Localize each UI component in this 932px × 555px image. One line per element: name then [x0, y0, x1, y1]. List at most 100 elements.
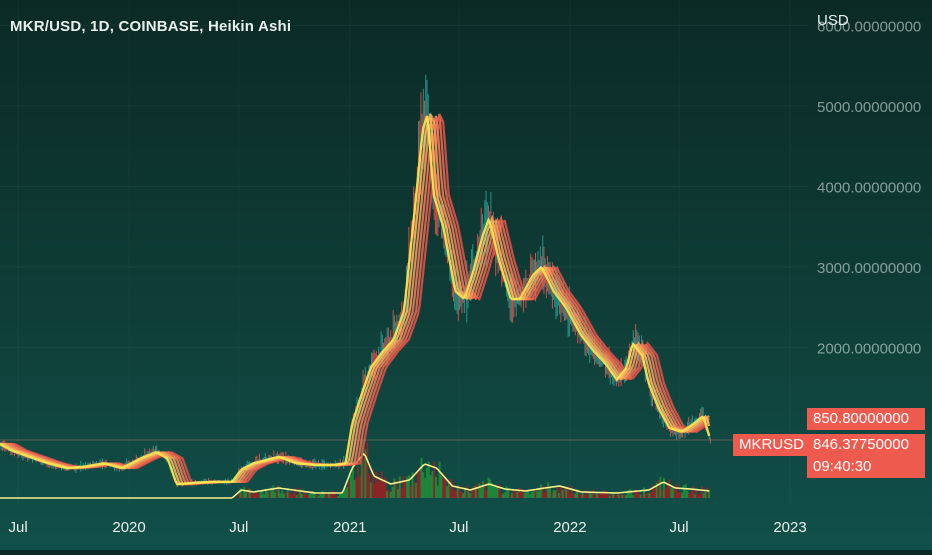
volume-bar	[568, 492, 571, 498]
volume-bar	[387, 489, 390, 498]
volume-bar	[460, 491, 463, 498]
volume-bar	[393, 478, 396, 498]
volume-bar	[686, 490, 689, 498]
volume-bar	[507, 489, 510, 498]
volume-bar	[521, 489, 524, 498]
volume-bar	[369, 482, 372, 498]
y-tick-label: 5000.00000000	[817, 99, 921, 116]
volume-bar	[516, 491, 519, 498]
volume-bar	[476, 483, 479, 498]
ma-ribbon	[0, 113, 711, 486]
volume-bar	[330, 491, 333, 498]
volume-bar	[474, 486, 477, 498]
symbol-tag[interactable]: MKRUSD	[733, 434, 811, 456]
volume-bar	[585, 489, 588, 498]
volume-bar	[313, 493, 316, 498]
volume-bar	[259, 491, 262, 498]
volume-bar	[662, 477, 665, 498]
volume-bar	[520, 492, 523, 498]
volume-bar	[380, 471, 383, 498]
volume-bar	[514, 489, 517, 498]
volume-bar	[615, 491, 618, 498]
volume-bar	[304, 491, 307, 498]
volume-bar	[391, 487, 394, 498]
volume-bar	[250, 492, 253, 498]
volume-bar	[268, 491, 271, 498]
volume-bar	[700, 486, 703, 498]
volume-bar	[349, 475, 352, 498]
volume-bar	[623, 494, 626, 498]
volume-bar	[297, 487, 300, 498]
volume-bar	[340, 493, 343, 498]
volume-bar	[699, 494, 702, 498]
volume-bar	[389, 491, 392, 498]
volume-bar	[243, 486, 246, 498]
volume-bar	[360, 439, 363, 498]
volume-bar	[319, 493, 322, 498]
volume-bar	[556, 485, 559, 498]
volume-bar	[581, 492, 584, 498]
volume-bar	[344, 488, 347, 498]
volume-bar	[603, 490, 606, 498]
volume-bar	[500, 492, 503, 498]
volume-bar	[333, 491, 336, 498]
volume-bar	[328, 492, 331, 498]
volume-bar	[453, 491, 456, 498]
volume-bar	[576, 489, 579, 498]
volume-bar	[397, 489, 400, 498]
volume-bar	[610, 493, 613, 498]
volume-bar	[273, 492, 276, 498]
volume-bar	[429, 475, 432, 498]
x-tick-label: Jul	[229, 519, 248, 536]
y-tick-label: 4000.00000000	[817, 179, 921, 196]
volume-bar	[688, 493, 691, 498]
volume-bar	[386, 491, 389, 498]
volume-bar	[252, 494, 255, 498]
volume-bar	[471, 487, 474, 498]
volume-bar	[353, 480, 356, 498]
volume-bar	[583, 494, 586, 498]
volume-bar	[310, 491, 313, 498]
volume-bar	[487, 477, 490, 498]
grid-lines	[0, 0, 808, 505]
volume-bar	[550, 491, 553, 498]
volume-bar	[377, 480, 380, 498]
volume-bar	[558, 492, 561, 498]
volume-bar	[241, 494, 244, 498]
volume-bar	[643, 487, 646, 498]
volume-bar	[362, 457, 365, 498]
volume-bar	[483, 482, 486, 498]
volume-bar	[621, 495, 624, 498]
volume-bar	[639, 494, 642, 498]
volume-bar	[588, 492, 591, 498]
volume-bar	[478, 483, 481, 498]
volume-bar	[295, 494, 298, 498]
volume-bar	[415, 483, 418, 498]
volume-bar	[299, 489, 302, 498]
volume-bar	[541, 485, 544, 498]
volume-bar	[378, 476, 381, 498]
volume-bar	[473, 485, 475, 498]
ribbon-line	[0, 113, 711, 486]
volume-bar	[447, 481, 450, 498]
volume-bar	[684, 484, 687, 498]
volume-bar	[630, 490, 633, 498]
volume-bar	[371, 469, 374, 498]
volume-bar	[666, 483, 669, 498]
volume-bar	[691, 486, 694, 498]
volume-bar	[451, 481, 454, 498]
volume-bar	[538, 488, 541, 498]
volume-bar	[411, 472, 414, 498]
volume-bar	[422, 472, 425, 498]
volume-bar	[306, 495, 309, 498]
volume-bar	[326, 492, 329, 498]
volume-bar	[545, 485, 548, 498]
volume-bar	[690, 491, 693, 498]
volume-bar	[503, 492, 506, 498]
volume-bar	[567, 486, 570, 498]
volume-bar	[539, 484, 542, 498]
volume-bar	[286, 488, 289, 498]
volume-bar	[321, 491, 324, 498]
